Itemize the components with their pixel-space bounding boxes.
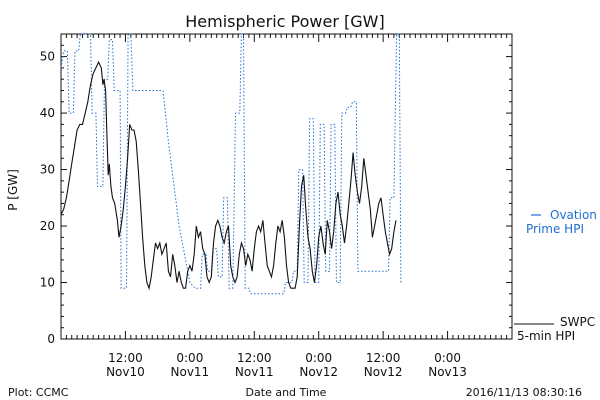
series-layer (60, 33, 402, 295)
footer-plot-credit: Plot: CCMC (8, 386, 69, 399)
x-tick-label-date: Nov11 (171, 365, 210, 379)
x-tick-label-time: 12:00 (108, 351, 143, 365)
y-tick-label: 30 (40, 163, 55, 177)
legend-ovation-line1: Ovation (550, 208, 597, 222)
y-axis-ticks: 0 10 20 30 40 50 (40, 33, 512, 346)
plot-frame (60, 33, 513, 340)
x-tick-label-time: 0:00 (434, 351, 461, 365)
legend-ovation-line2: Prime HPI (526, 222, 584, 236)
y-tick-label: 10 (40, 276, 55, 290)
legend-swpc-line2: 5-min HPI (517, 329, 575, 343)
x-tick-label-date: Nov12 (299, 365, 338, 379)
x-tick-label-date: Nov11 (235, 365, 274, 379)
x-tick-label-time: 0:00 (305, 351, 332, 365)
x-tick-label-time: 0:00 (176, 351, 203, 365)
x-tick-label-date: Nov10 (106, 365, 145, 379)
x-tick-label-date: Nov13 (428, 365, 467, 379)
series-ovation-prime-line (60, 33, 402, 295)
chart-title: Hemispheric Power [GW] (185, 12, 384, 31)
y-tick-label: 0 (47, 332, 55, 346)
y-axis-label: P [GW] (6, 169, 20, 211)
footer-timestamp: 2016/11/13 08:30:16 (466, 386, 582, 399)
legend-swpc-line1: SWPC (560, 315, 595, 329)
x-tick-label-date: Nov12 (364, 365, 403, 379)
y-tick-label: 20 (40, 219, 55, 233)
y-tick-label: 50 (40, 50, 55, 64)
x-tick-label-time: 12:00 (237, 351, 272, 365)
x-tick-label-time: 12:00 (366, 351, 401, 365)
x-axis-ticks: 12:00Nov100:00Nov1112:00Nov110:00Nov1212… (60, 34, 513, 379)
x-axis-label: Date and Time (246, 386, 327, 399)
y-tick-label: 40 (40, 106, 55, 120)
series-swpc-line (60, 60, 397, 291)
